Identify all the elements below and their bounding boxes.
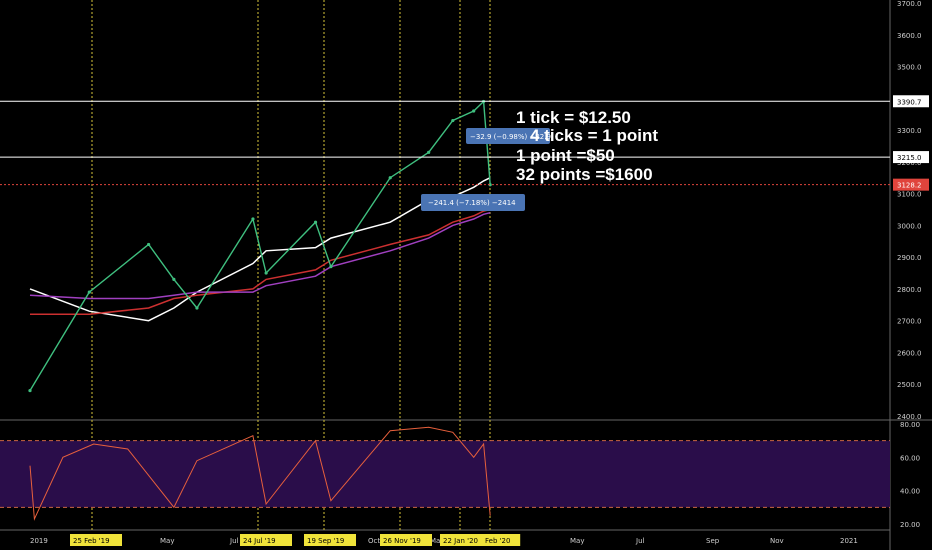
moving-average-1 bbox=[30, 208, 491, 316]
time-label-4: Mar bbox=[430, 537, 443, 545]
horizontal-level-lines bbox=[0, 100, 890, 186]
time-label-9: 2021 bbox=[840, 537, 858, 545]
measure-box-1-label: −32.9 (−0.98%) −32.9 bbox=[470, 133, 551, 141]
price-point-4 bbox=[195, 306, 199, 310]
price-axis-ticks: 3700.03600.03500.03400.03300.03200.03100… bbox=[897, 0, 922, 421]
time-label-0: 2019 bbox=[30, 537, 48, 545]
price-point-9 bbox=[388, 176, 392, 180]
date-tag-box-5 bbox=[482, 534, 521, 546]
price-point-0 bbox=[28, 388, 32, 393]
annotation-2: 4 ticks = 1 point bbox=[530, 126, 658, 145]
date-tags: 25 Feb '19 24 Jul '19 19 Sep '19 26 Nov '19… bbox=[70, 534, 521, 546]
price-tick-7: 3000.0 bbox=[897, 222, 922, 230]
price-line-group bbox=[28, 99, 492, 393]
price-point-3 bbox=[172, 277, 176, 281]
price-tick-4: 3300.0 bbox=[897, 127, 922, 135]
date-tag-box-0 bbox=[70, 534, 122, 546]
price-tick-11: 2600.0 bbox=[897, 349, 922, 357]
price-tags: 3390.7 3215.0 3128.2 bbox=[893, 95, 929, 191]
moving-average-lines bbox=[29, 177, 491, 322]
date-tag-5: Feb '20 bbox=[485, 537, 510, 545]
price-tick-2: 3500.0 bbox=[897, 64, 922, 72]
date-tag-4: 22 Jan '20 bbox=[443, 537, 478, 545]
price-tag-box-0 bbox=[893, 95, 929, 108]
price-tag-1: 3215.0 bbox=[897, 154, 922, 162]
price-tag-0: 3390.7 bbox=[897, 98, 922, 106]
price-point-7 bbox=[313, 220, 318, 224]
rsi-tick-1: 60.00 bbox=[900, 454, 920, 462]
rsi-tick-0: 80.00 bbox=[900, 421, 920, 429]
price-line bbox=[29, 99, 491, 391]
rsi-tick-2: 40.00 bbox=[900, 488, 920, 496]
moving-average-0 bbox=[29, 177, 491, 322]
price-tick-13: 2400.0 bbox=[897, 413, 922, 421]
time-label-7: Sep bbox=[706, 537, 720, 545]
moving-average-2 bbox=[29, 211, 491, 300]
price-tick-0: 3700.0 bbox=[897, 0, 922, 8]
time-label-2: Jul bbox=[229, 537, 239, 545]
price-point-6 bbox=[264, 271, 268, 275]
measure-box-1 bbox=[466, 128, 550, 144]
rsi-line bbox=[29, 426, 491, 521]
annotation-3: 1 point =$50 bbox=[516, 146, 615, 165]
date-tag-2: 19 Sep '19 bbox=[307, 537, 344, 545]
price-point-14 bbox=[488, 183, 492, 187]
price-tag-box-2 bbox=[893, 178, 929, 191]
date-tag-box-4 bbox=[440, 534, 492, 546]
price-point-1 bbox=[87, 290, 91, 294]
date-tag-box-2 bbox=[304, 534, 356, 546]
price-tick-6: 3100.0 bbox=[897, 191, 922, 199]
price-tick-1: 3600.0 bbox=[897, 32, 922, 40]
price-tick-10: 2700.0 bbox=[897, 318, 922, 326]
price-point-5 bbox=[251, 217, 255, 221]
price-point-8 bbox=[329, 265, 333, 269]
price-point-12 bbox=[472, 109, 476, 113]
price-tick-8: 2900.0 bbox=[897, 254, 922, 262]
time-axis-labels: 2019 May Jul Oct Mar May Jul Sep Nov 2021 bbox=[30, 537, 858, 545]
time-label-3: Oct bbox=[368, 537, 380, 545]
rsi-panel: 80.00 60.00 40.00 20.00 bbox=[0, 421, 920, 529]
date-tag-3: 26 Nov '19 bbox=[383, 537, 421, 545]
annotation-1: 1 tick = $12.50 bbox=[516, 108, 631, 127]
date-tag-1: 24 Jul '19 bbox=[243, 537, 276, 545]
date-tag-box-1 bbox=[240, 534, 292, 546]
price-tick-9: 2800.0 bbox=[897, 286, 922, 294]
measure-box-2-label: −241.4 (−7.18%) −2414 bbox=[428, 199, 516, 207]
price-tag-2: 3128.2 bbox=[897, 182, 922, 190]
rsi-band bbox=[0, 440, 890, 508]
time-label-1: May bbox=[160, 537, 174, 545]
price-point-10 bbox=[427, 150, 431, 154]
time-label-5: May bbox=[570, 537, 584, 545]
rsi-tick-3: 20.00 bbox=[900, 521, 920, 529]
price-tag-box-1 bbox=[893, 151, 929, 164]
date-tag-0: 25 Feb '19 bbox=[73, 537, 110, 545]
date-tag-box-3 bbox=[380, 534, 432, 546]
annotation-4: 32 points =$1600 bbox=[516, 165, 653, 184]
price-point-2 bbox=[147, 242, 151, 247]
price-point-11 bbox=[451, 118, 455, 123]
measure-box-2 bbox=[421, 194, 525, 211]
time-label-6: Jul bbox=[635, 537, 645, 545]
price-tick-12: 2500.0 bbox=[897, 381, 922, 389]
time-label-8: Nov bbox=[770, 537, 784, 545]
